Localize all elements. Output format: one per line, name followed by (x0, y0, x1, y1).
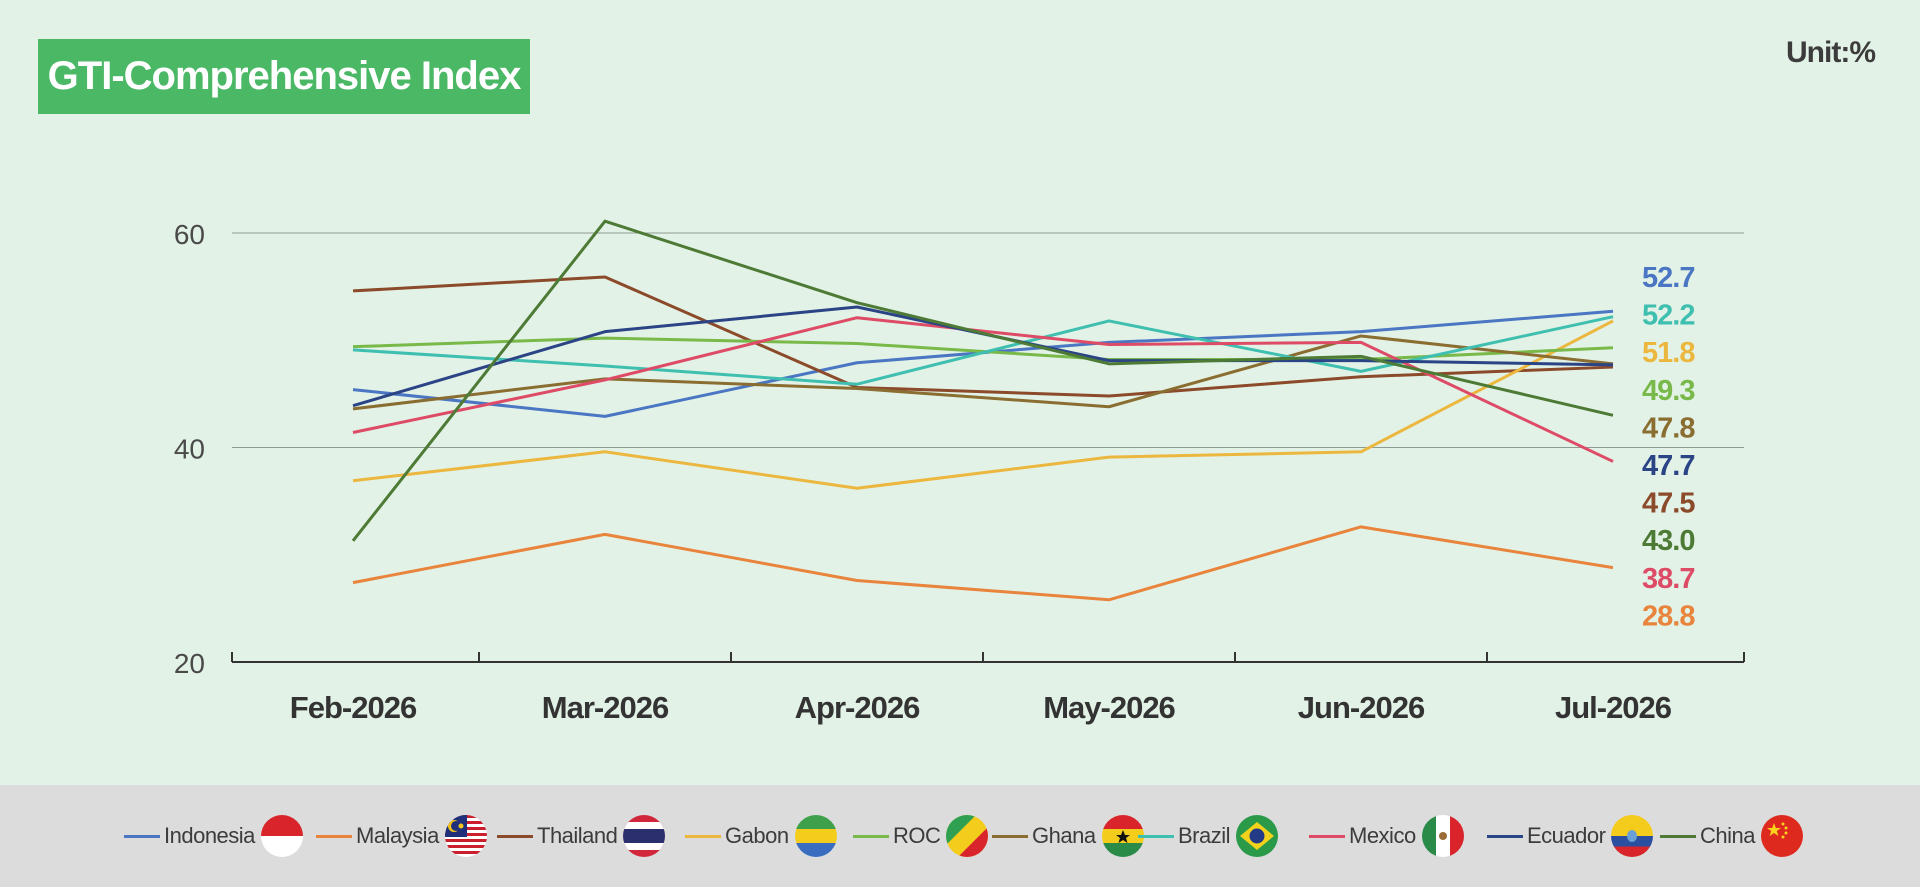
x-tick-label: Apr-2026 (795, 690, 920, 725)
legend-label: Indonesia (164, 823, 255, 848)
legend-label: Brazil (1178, 823, 1231, 848)
roc-flag-icon (946, 815, 989, 857)
legend-item-indonesia: Indonesia (124, 785, 303, 887)
legend-item-gabon: Gabon (685, 785, 837, 887)
legend-label: Gabon (725, 823, 789, 848)
malaysia-flag-icon (444, 815, 487, 857)
y-tick-label: 40 (174, 434, 205, 465)
legend-swatch (1309, 834, 1345, 838)
chart-title: GTI-Comprehensive Index (38, 39, 530, 114)
mexico-flag-icon (1421, 815, 1464, 857)
legend-swatch (853, 834, 889, 838)
series-line-indonesia (352, 309, 1614, 418)
unit-label: Unit:% (1786, 36, 1876, 69)
series-line-ghana (352, 334, 1614, 411)
legend-label: ROC (893, 823, 941, 848)
end-label-ghana: 47.8 (1642, 412, 1695, 444)
series-line-malaysia (352, 525, 1614, 602)
indonesia-flag-icon (260, 815, 303, 857)
x-tick-label: Jun-2026 (1298, 690, 1425, 725)
gabon-flag-icon (794, 815, 837, 857)
legend-label: China (1700, 823, 1755, 848)
x-tick-label: Mar-2026 (542, 690, 669, 725)
legend-label: Thailand (537, 823, 618, 848)
end-label-thailand: 47.5 (1642, 488, 1695, 520)
legend-item-mexico: Mexico (1309, 785, 1464, 887)
ghana-flag-icon (1101, 815, 1144, 857)
line-chart: 20 40 60 Feb-2026 Mar-2026 Apr-2026 May-2026 Ju… (174, 219, 1745, 725)
legend: Indonesia Malaysia Thailand Gabon ROC Ghana Br… (0, 785, 1920, 887)
end-label-indonesia: 52.7 (1642, 262, 1694, 294)
y-tick-label: 60 (174, 219, 205, 250)
legend-item-thailand: Thailand (497, 785, 666, 887)
end-label-mexico: 38.7 (1642, 563, 1694, 595)
ecuador-flag-icon (1611, 815, 1654, 857)
y-tick-label: 20 (174, 648, 205, 679)
legend-item-roc: ROC (853, 785, 989, 887)
end-label-china: 43.0 (1642, 525, 1694, 557)
end-label-gabon: 51.8 (1642, 337, 1695, 369)
series-line-gabon (352, 319, 1614, 490)
legend-item-ecuador: Ecuador (1487, 785, 1654, 887)
legend-swatch (1660, 834, 1696, 838)
legend-swatch (316, 834, 352, 838)
series-line-thailand (352, 275, 1614, 398)
end-label-ecuador: 47.7 (1642, 450, 1694, 482)
thailand-flag-icon (623, 815, 666, 857)
legend-item-ghana: Ghana (992, 785, 1144, 887)
legend-item-brazil: Brazil (1138, 785, 1279, 887)
legend-item-china: China (1660, 785, 1803, 887)
legend-item-malaysia: Malaysia (316, 785, 487, 887)
legend-swatch (124, 834, 160, 838)
series-line-china (351, 219, 1614, 542)
x-tick-label: Jul-2026 (1555, 690, 1672, 725)
legend-swatch (685, 834, 721, 838)
china-flag-icon (1760, 815, 1803, 857)
legend-label: Ecuador (1527, 823, 1606, 848)
end-label-brazil: 52.2 (1642, 300, 1694, 332)
legend-label: Malaysia (356, 823, 439, 848)
legend-swatch (1138, 834, 1174, 838)
legend-swatch (992, 834, 1028, 838)
brazil-flag-icon (1236, 815, 1279, 857)
x-tick-label: Feb-2026 (290, 690, 417, 725)
legend-label: Ghana (1032, 823, 1096, 848)
x-tick-label: May-2026 (1043, 690, 1175, 725)
legend-swatch (497, 834, 533, 838)
end-label-roc: 49.3 (1642, 375, 1695, 407)
end-label-malaysia: 28.8 (1642, 600, 1695, 632)
legend-label: Mexico (1349, 823, 1416, 848)
legend-swatch (1487, 834, 1523, 838)
